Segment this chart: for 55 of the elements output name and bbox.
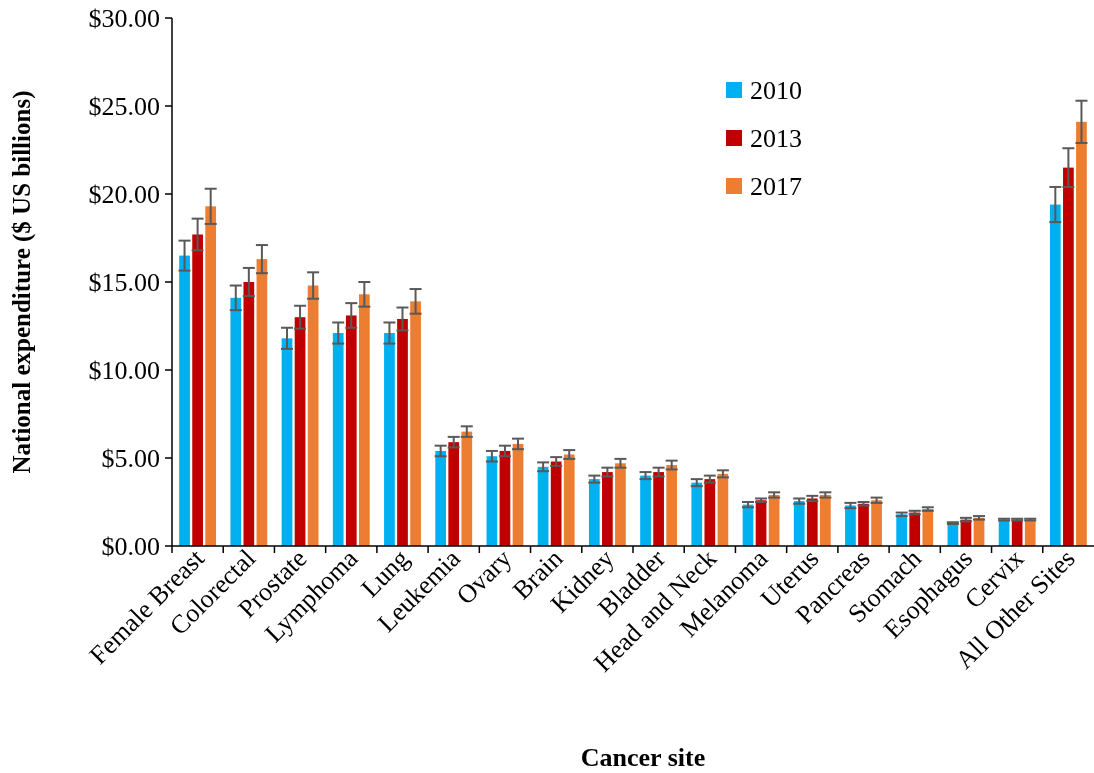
bar [1011,519,1023,546]
bar [819,494,831,546]
bar [281,338,293,546]
bar [653,472,664,546]
bar [345,315,357,546]
bar [512,443,524,546]
bar [230,297,242,546]
bar [922,509,934,546]
bar [499,450,511,546]
bar [397,318,408,546]
bar [410,301,421,546]
legend-label: 2017 [750,172,802,202]
bar [461,431,473,546]
y-axis-title: National expenditure ($ US billions) [8,90,36,474]
x-axis-title: Cancer site [580,743,706,772]
bar [896,514,908,546]
legend-label: 2013 [750,124,802,154]
bar [602,472,613,546]
bar [704,479,716,546]
bar [563,454,575,546]
bar [640,475,651,546]
legend-label: 2010 [750,76,802,106]
bar [666,465,678,546]
bar [615,463,626,546]
bar [205,206,217,546]
y-tick-label: $5.00 [101,444,160,474]
bar [793,501,805,546]
bar [435,450,447,546]
y-tick-label: $30.00 [88,4,160,34]
bar [332,333,344,546]
bar [1076,121,1087,546]
bar [588,479,600,546]
bar [806,498,818,546]
bar [845,505,856,546]
bar [858,503,869,546]
y-tick-label: $25.00 [88,92,160,122]
bar [909,512,921,546]
bar [1049,204,1061,546]
bar [871,500,882,546]
bar [294,317,306,546]
bar [243,282,255,546]
bar [448,442,460,546]
y-tick-label: $15.00 [88,268,160,298]
bar [1063,167,1074,546]
bar [550,461,562,546]
bar [179,255,190,546]
bar [307,285,319,546]
bar [384,333,395,546]
bar [256,259,268,546]
bar [358,294,370,546]
bar [1024,519,1036,546]
y-tick-label: $20.00 [88,180,160,210]
y-tick-label: $10.00 [88,356,160,386]
bar [691,482,703,546]
bar [192,234,203,546]
